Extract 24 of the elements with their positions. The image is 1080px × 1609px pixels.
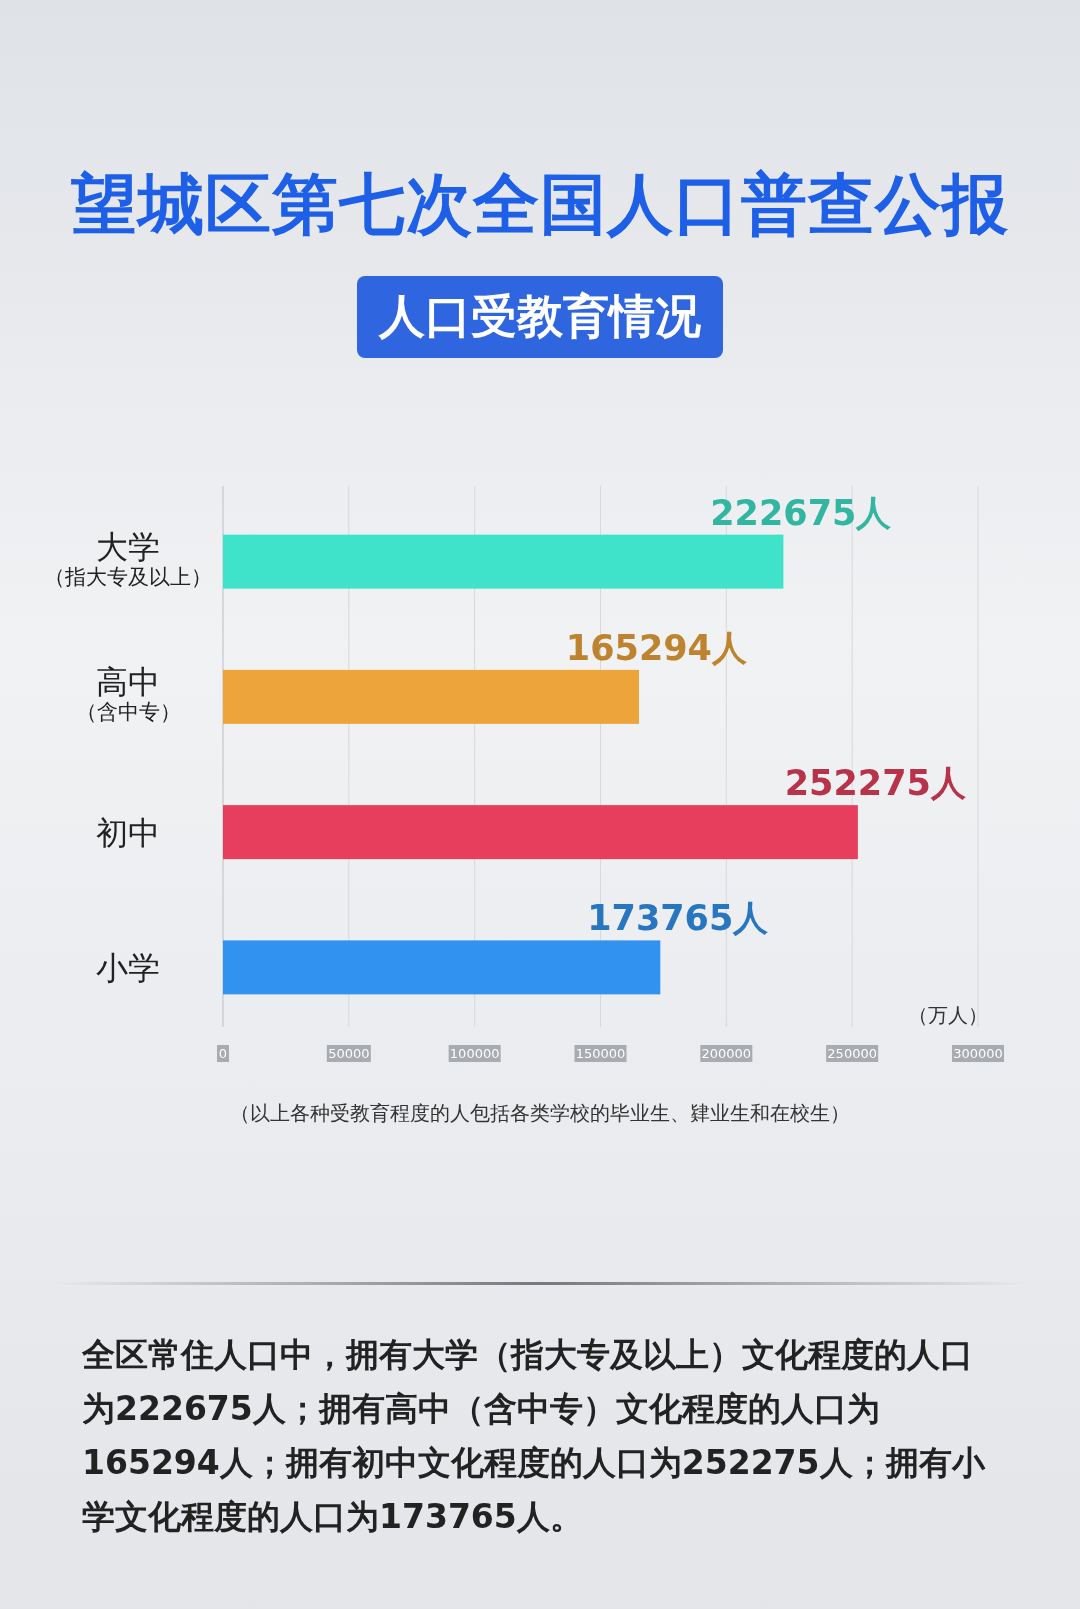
x-tick-label: 50000 [328,1046,370,1061]
x-tick-label: 200000 [701,1046,752,1061]
bar [223,669,639,724]
y-tick-label: 高中（含中专） [75,662,181,724]
data-label: 165294人 [565,627,748,668]
x-tick-label: 100000 [449,1046,500,1061]
text: 全区常住人口中，拥有大学（指大专及以上）文化程度的人口为222675人；拥有高中（含中专）文化程度的人口为165294人；拥有初中文化程度的人口为252275人；拥有小学文化程度的人口为173765人。 [82,1334,987,1538]
data-label: 222675人 [710,492,893,533]
bar [223,940,661,995]
bar [223,534,784,589]
x-axis-title: （万人） [908,1003,988,1027]
text: （以上各种受教育程度的人包括各类学校的毕业生、肄业生和在校生） [229,1100,851,1127]
y-tick-label: 小学 [96,949,160,988]
chart-title: 望城区第七次全国人口普查公报 [70,165,1010,245]
data-label: 252275人 [784,763,967,804]
x-tick-label: 150000 [575,1046,626,1061]
y-tick-label: 初中 [96,814,160,853]
bar [223,805,858,860]
x-tick-label: 250000 [827,1046,877,1061]
x-tick-label: 300000 [953,1046,1003,1061]
y-tick-label: 大学（指大专及以上） [44,527,212,589]
chart-subtitle: 人口受教育情况 [357,276,723,358]
data-label: 173765人 [587,898,770,939]
x-tick-label: 0 [218,1046,228,1061]
